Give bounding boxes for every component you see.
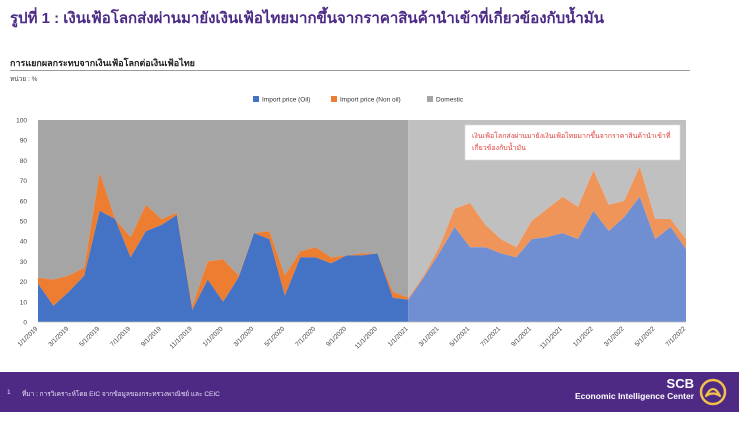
x-axis: 1/1/2019 3/1/2019 5/1/2019 7/1/2019 9/1/2019… [17,321,688,351]
legend-swatch-non-oil [331,96,337,102]
x-tick-label: 1/1/2020 [202,325,225,348]
y-tick-label: 90 [20,138,28,145]
area-oil-after [408,196,686,322]
chart-title: การแยกผลกระทบจากเงินเฟ้อโลกต่อเงินเฟ้อไท… [10,58,195,68]
x-tick-label: 1/1/2021 [387,325,410,348]
x-tick-label: 5/1/2021 [449,325,472,348]
source-note: ที่มา : การวิเคราะห์โดย EIC จากข้อมูลของ… [22,391,220,398]
y-tick-label: 60 [20,198,28,205]
y-tick-label: 0 [23,320,27,327]
annotation-text-line: เกี่ยวข้องกับน้ำมัน [472,141,526,152]
y-tick-label: 40 [20,239,28,246]
x-tick-label: 5/1/2019 [78,325,101,348]
area-domestic-before [38,120,409,306]
x-tick-label: 1/1/2019 [17,325,40,348]
legend-label-oil: Import price (Oil) [262,97,310,104]
footer-bar: 1 ที่มา : การวิเคราะห์โดย EIC จากข้อมูลข… [0,372,739,412]
x-tick-label: 11/1/2020 [354,325,379,350]
area-domestic-after [408,120,686,298]
unit-label: หน่วย : % [10,76,38,83]
x-tick-label: 3/1/2022 [603,325,626,348]
x-tick-label: 9/1/2021 [510,325,533,348]
x-tick-label: 3/1/2021 [418,325,441,348]
y-tick-label: 20 [20,279,28,286]
x-tick-label: 5/1/2022 [634,325,657,348]
legend-label-domestic: Domestic [436,97,464,104]
y-tick-label: 10 [20,299,28,306]
legend-label-non-oil: Import price (Non oil) [340,97,401,104]
y-tick-label: 100 [16,118,27,125]
stacked-area-chart: Import price (Oil) Import price (Non oil)… [16,96,688,351]
scb-logo-icon [699,378,727,406]
area-non-oil-after [408,166,686,300]
area-non-oil-before [38,172,409,310]
x-tick-label: 7/1/2019 [109,325,132,348]
x-tick-label: 1/1/2022 [572,325,595,348]
brand-name: SCB [666,376,694,391]
x-tick-label: 9/1/2020 [325,325,348,348]
x-tick-label: 9/1/2019 [140,325,163,348]
y-tick-label: 50 [20,219,28,226]
x-tick-label: 11/1/2021 [539,325,564,350]
y-axis: 0 10 20 30 40 50 60 70 80 90 100 [16,118,27,327]
chart-areas [38,120,686,322]
x-tick-label: 7/1/2021 [479,325,502,348]
legend-swatch-domestic [427,96,433,102]
page-number: 1 [7,389,11,396]
chart-annotation: เงินเฟ้อโลกส่งผ่านมายังเงินเฟ้อไทยมากขึ้… [464,124,681,161]
annotation-box [464,124,681,161]
x-tick-label: 7/1/2020 [294,325,317,348]
brand-subtitle: Economic Intelligence Center [574,391,694,401]
y-tick-label: 70 [20,178,28,185]
y-tick-label: 80 [20,158,28,165]
area-oil-before [38,210,409,322]
annotation-text-line: เงินเฟ้อโลกส่งผ่านมายังเงินเฟ้อไทยมากขึ้… [472,129,671,140]
x-tick-label: 11/1/2019 [169,325,194,350]
x-tick-label: 3/1/2019 [47,325,70,348]
chart-legend: Import price (Oil) Import price (Non oil)… [253,96,464,104]
x-tick-label: 7/1/2022 [665,325,688,348]
title-divider [10,70,690,71]
x-tick-label: 5/1/2020 [263,325,286,348]
y-tick-label: 30 [20,259,28,266]
legend-swatch-oil [253,96,259,102]
x-tick-label: 3/1/2020 [233,325,256,348]
page-title: รูปที่ 1 : เงินเฟ้อโลกส่งผ่านมายังเงินเฟ… [10,10,604,27]
brand: SCB Economic Intelligence Center [575,377,694,402]
